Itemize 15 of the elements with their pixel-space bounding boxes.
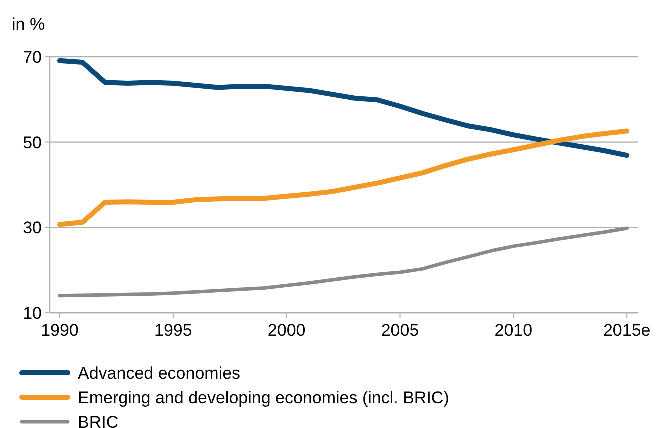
legend-label: Emerging and developing economies (incl. BRIC) — [78, 388, 450, 408]
legend-label: BRIC — [78, 412, 119, 428]
x-tick-label: 2000 — [268, 321, 306, 340]
line-series — [58, 226, 629, 298]
legend-label: Advanced economies — [78, 364, 241, 383]
x-tick-label: 1990 — [41, 321, 79, 340]
y-tick-label: 70 — [23, 48, 42, 67]
x-tick-label: 1995 — [154, 321, 192, 340]
y-tick-label: 50 — [23, 133, 42, 152]
y-tick-label: 10 — [23, 304, 42, 323]
x-tick-label: 2005 — [381, 321, 420, 340]
x-tick-label: 2010 — [494, 321, 533, 340]
y-tick-label: 30 — [23, 218, 42, 238]
x-tick-label: 2015e — [603, 321, 651, 340]
y-axis-title: in % — [12, 15, 46, 34]
